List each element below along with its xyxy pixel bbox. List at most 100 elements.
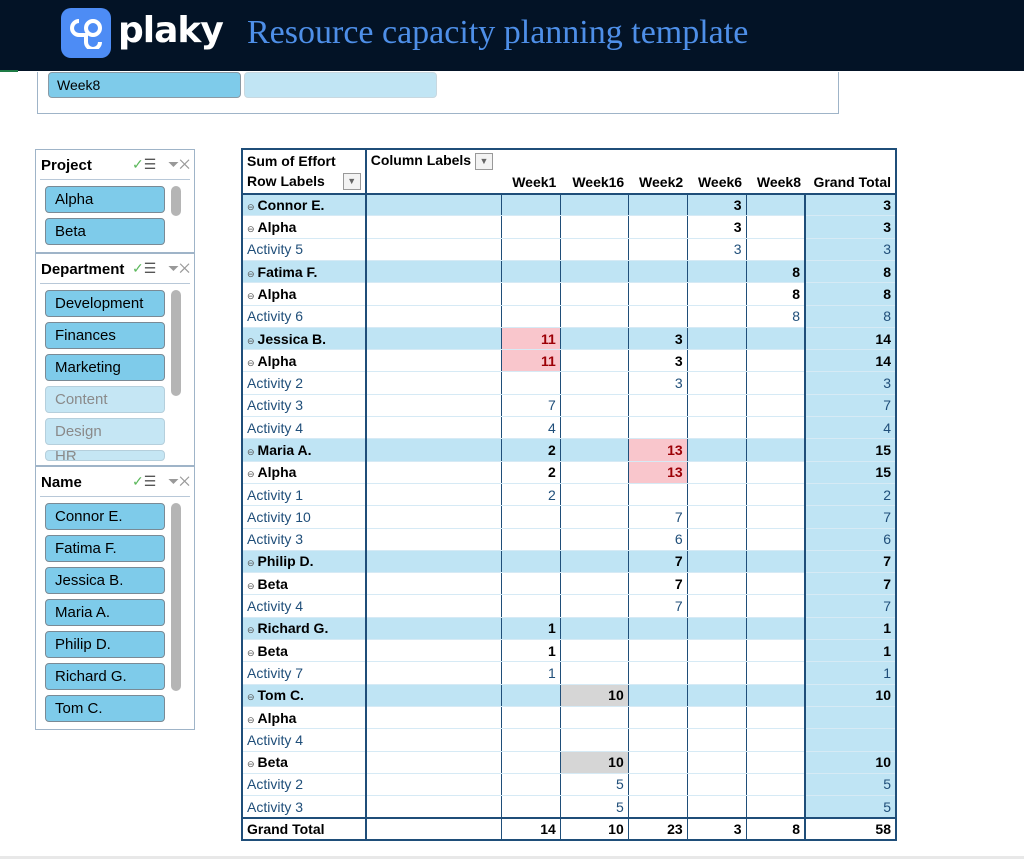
value-cell[interactable]	[746, 617, 806, 641]
value-cell[interactable]	[687, 505, 747, 529]
value-cell[interactable]: 8	[746, 282, 806, 306]
value-cell[interactable]	[746, 438, 806, 462]
value-cell[interactable]	[687, 528, 747, 551]
slicer-item[interactable]: HR	[45, 450, 165, 461]
value-cell[interactable]: 3	[628, 327, 688, 351]
slicer-item[interactable]: Jessica B.	[45, 567, 165, 594]
slicer-item[interactable]: Beta	[45, 218, 165, 245]
row-label[interactable]: ⊖ Alpha	[242, 706, 367, 730]
row-label[interactable]: Activity 7	[242, 661, 367, 685]
value-cell[interactable]	[628, 305, 688, 328]
value-cell[interactable]	[501, 215, 561, 239]
collapse-icon[interactable]: ⊖	[247, 224, 255, 235]
row-label[interactable]: Grand Total	[242, 816, 367, 841]
multi-select-icon[interactable]: ✓☰	[132, 156, 157, 172]
filter-dropdown-icon[interactable]: ▼	[474, 152, 493, 170]
value-cell[interactable]	[560, 617, 629, 641]
collapse-icon[interactable]: ⊖	[247, 447, 255, 457]
value-cell[interactable]	[628, 193, 688, 217]
value-cell[interactable]	[501, 260, 561, 284]
value-cell[interactable]	[687, 282, 747, 306]
collapse-icon[interactable]: ⊖	[247, 469, 255, 480]
value-cell[interactable]: 5	[560, 773, 629, 797]
row-label[interactable]: Activity 4	[242, 728, 367, 752]
value-cell[interactable]: 13	[628, 438, 688, 462]
value-cell[interactable]	[628, 215, 688, 239]
value-cell[interactable]: 58	[805, 816, 896, 841]
value-cell[interactable]	[560, 728, 629, 752]
value-cell[interactable]	[501, 684, 561, 707]
value-cell[interactable]: 3	[687, 193, 747, 217]
value-cell[interactable]: 6	[805, 528, 896, 551]
filter-dropdown-icon[interactable]: ▼	[342, 173, 361, 191]
value-cell[interactable]	[628, 639, 688, 663]
value-cell[interactable]	[628, 483, 688, 507]
row-label[interactable]: ⊖ Tom C.	[242, 684, 367, 707]
row-label[interactable]: Activity 3	[242, 795, 367, 819]
value-cell[interactable]	[501, 594, 561, 618]
value-cell[interactable]: 7	[805, 550, 896, 574]
slicer-item[interactable]: Philip D.	[45, 631, 165, 658]
value-cell[interactable]: 2	[501, 438, 561, 462]
value-cell[interactable]: 3	[687, 816, 747, 841]
multi-select-icon[interactable]: ✓☰	[132, 260, 157, 276]
slicer-item[interactable]: Tom C.	[45, 695, 165, 722]
value-cell[interactable]	[560, 349, 629, 373]
value-cell[interactable]	[746, 461, 806, 484]
row-label[interactable]: ⊖ Alpha	[242, 215, 367, 239]
slicer-item[interactable]: Alpha	[45, 186, 165, 213]
row-label[interactable]: ⊖ Richard G.	[242, 617, 367, 641]
week-slicer-item[interactable]	[244, 72, 437, 98]
collapse-icon[interactable]: ⊖	[247, 714, 255, 725]
value-cell[interactable]: 4	[805, 416, 896, 440]
slicer-item[interactable]: Maria A.	[45, 599, 165, 626]
value-cell[interactable]	[560, 661, 629, 685]
value-cell[interactable]	[501, 238, 561, 261]
value-cell[interactable]	[560, 238, 629, 261]
column-labels-header[interactable]: Column Labels ▼	[365, 149, 896, 172]
value-cell[interactable]	[687, 371, 747, 395]
value-cell[interactable]: 8	[805, 282, 896, 306]
slicer-item[interactable]: Connor E.	[45, 503, 165, 530]
value-cell[interactable]	[687, 394, 747, 418]
value-cell[interactable]	[746, 728, 806, 752]
value-cell[interactable]	[687, 461, 747, 484]
value-cell[interactable]	[746, 751, 806, 774]
value-cell[interactable]: 1	[501, 661, 561, 685]
row-label[interactable]: ⊖ Fatima F.	[242, 260, 367, 284]
value-cell[interactable]: 11	[501, 327, 561, 351]
value-cell[interactable]	[560, 305, 629, 328]
value-cell[interactable]: 10	[805, 751, 896, 774]
value-cell[interactable]	[501, 751, 561, 774]
value-cell[interactable]	[687, 572, 747, 596]
slicer-item[interactable]: Development	[45, 290, 165, 317]
value-cell[interactable]	[628, 661, 688, 685]
value-cell[interactable]: 7	[628, 505, 688, 529]
value-cell[interactable]	[501, 305, 561, 328]
value-cell[interactable]	[805, 728, 896, 752]
value-cell[interactable]	[687, 661, 747, 685]
value-cell[interactable]	[501, 728, 561, 752]
value-cell[interactable]	[560, 461, 629, 484]
value-cell[interactable]	[687, 617, 747, 641]
value-cell[interactable]	[628, 751, 688, 774]
value-cell[interactable]	[560, 416, 629, 440]
value-cell[interactable]: 14	[805, 327, 896, 351]
slicer-item[interactable]: Richard G.	[45, 663, 165, 690]
scrollbar[interactable]	[171, 290, 181, 396]
value-cell[interactable]	[687, 438, 747, 462]
value-cell[interactable]	[687, 751, 747, 774]
value-cell[interactable]: 3	[805, 193, 896, 217]
row-label[interactable]: Activity 3	[242, 394, 367, 418]
row-label[interactable]: Activity 10	[242, 505, 367, 529]
value-cell[interactable]: 2	[501, 483, 561, 507]
value-cell[interactable]	[746, 349, 806, 373]
value-cell[interactable]	[501, 193, 561, 217]
value-cell[interactable]: 5	[805, 795, 896, 819]
value-cell[interactable]	[560, 594, 629, 618]
row-label[interactable]: Activity 1	[242, 483, 367, 507]
multi-select-icon[interactable]: ✓☰	[132, 473, 157, 489]
value-cell[interactable]	[687, 416, 747, 440]
value-cell[interactable]: 8	[805, 305, 896, 328]
value-cell[interactable]	[746, 550, 806, 574]
